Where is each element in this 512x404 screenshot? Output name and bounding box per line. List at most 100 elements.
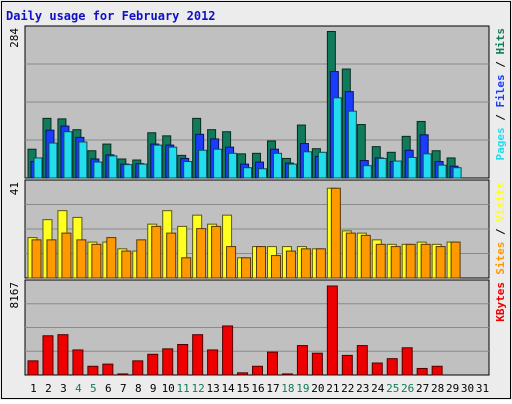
x-label-day-7: 7 bbox=[120, 382, 127, 395]
bar-pages-day-28 bbox=[437, 164, 447, 179]
x-label-day-29: 29 bbox=[446, 382, 459, 395]
panel-kbytes: 8167 KBytes bbox=[8, 279, 507, 376]
bar-pages-day-18 bbox=[287, 163, 297, 179]
bar-kbytes-day-27 bbox=[416, 367, 428, 376]
bar-sites-day-1 bbox=[31, 239, 42, 279]
bar-sites-day-17 bbox=[270, 255, 281, 279]
bar-sites-day-5 bbox=[91, 243, 102, 279]
bar-pages-day-19 bbox=[302, 151, 312, 179]
x-label-day-19: 19 bbox=[296, 382, 309, 395]
bar-kbytes-day-22 bbox=[341, 354, 353, 376]
bar-kbytes-day-18 bbox=[281, 373, 293, 376]
bar-kbytes-day-13 bbox=[207, 349, 219, 376]
x-label-day-10: 10 bbox=[162, 382, 175, 395]
y-max-label: 284 bbox=[8, 28, 21, 48]
bar-kbytes-day-7 bbox=[117, 373, 129, 376]
bar-kbytes-day-24 bbox=[371, 362, 383, 376]
bar-kbytes-day-25 bbox=[386, 358, 398, 376]
bar-kbytes-day-5 bbox=[87, 365, 99, 376]
bar-pages-day-13 bbox=[213, 148, 223, 179]
bar-pages-day-10 bbox=[168, 146, 178, 179]
bar-sites-day-8 bbox=[136, 239, 147, 279]
bar-sites-day-12 bbox=[196, 228, 207, 279]
bar-pages-day-15 bbox=[243, 167, 253, 179]
x-label-day-5: 5 bbox=[90, 382, 97, 395]
x-label-day-1: 1 bbox=[30, 382, 37, 395]
bar-pages-day-14 bbox=[228, 152, 238, 179]
bar-sites-day-15 bbox=[241, 257, 252, 279]
x-label-day-28: 28 bbox=[431, 382, 444, 395]
bar-sites-day-11 bbox=[181, 257, 192, 279]
bar-pages-day-23 bbox=[362, 165, 372, 179]
x-label-day-11: 11 bbox=[177, 382, 190, 395]
legend-entry: KBytes bbox=[494, 282, 507, 322]
bar-pages-day-16 bbox=[258, 168, 268, 179]
bar-kbytes-day-4 bbox=[72, 349, 84, 376]
bar-kbytes-day-9 bbox=[147, 353, 159, 376]
chart-panels: 284 Pages / Files / Hits 41 Sites / Visits 8… bbox=[8, 25, 507, 376]
legend-entry: Sites bbox=[494, 242, 507, 275]
bar-kbytes-day-20 bbox=[311, 352, 323, 376]
y-max-label: 8167 bbox=[8, 282, 21, 309]
x-label-day-3: 3 bbox=[60, 382, 67, 395]
bar-pages-day-22 bbox=[347, 110, 357, 179]
bar-sites-day-23 bbox=[360, 234, 371, 279]
bar-sites-day-22 bbox=[345, 232, 356, 279]
x-label-day-21: 21 bbox=[326, 382, 339, 395]
bar-kbytes-day-26 bbox=[401, 347, 413, 376]
y-max-label: 41 bbox=[8, 182, 21, 195]
bar-kbytes-day-11 bbox=[177, 343, 189, 376]
bar-pages-day-27 bbox=[422, 153, 432, 179]
panel-visits-sites: 41 Sites / Visits bbox=[8, 179, 507, 279]
x-label-day-23: 23 bbox=[356, 382, 369, 395]
legend: KBytes bbox=[494, 282, 507, 322]
bar-kbytes-day-12 bbox=[192, 334, 204, 376]
bar-pages-day-2 bbox=[48, 142, 58, 179]
bar-sites-day-10 bbox=[166, 232, 177, 279]
bar-sites-day-16 bbox=[256, 246, 267, 279]
bar-pages-day-12 bbox=[198, 149, 208, 179]
bar-sites-day-21 bbox=[330, 187, 341, 279]
x-label-day-6: 6 bbox=[105, 382, 112, 395]
bar-sites-day-26 bbox=[405, 243, 416, 279]
x-label-day-26: 26 bbox=[401, 382, 414, 395]
bar-pages-day-25 bbox=[392, 160, 402, 179]
bar-kbytes-day-1 bbox=[27, 360, 39, 376]
bar-sites-day-18 bbox=[285, 250, 296, 279]
bar-sites-day-6 bbox=[106, 237, 117, 279]
bar-sites-day-25 bbox=[390, 246, 401, 279]
bar-pages-day-5 bbox=[93, 161, 103, 179]
bar-kbytes-day-21 bbox=[326, 285, 338, 376]
bar-sites-day-29 bbox=[450, 241, 461, 279]
x-axis-labels: 1 2 3 4 5 6 7 8 9 10 11 12 13 14 15 16 17 18 19 20 21 22 23 24 2… bbox=[30, 382, 489, 395]
bar-pages-day-17 bbox=[272, 152, 282, 179]
x-label-day-4: 4 bbox=[75, 382, 82, 395]
bar-kbytes-day-14 bbox=[222, 325, 234, 376]
bar-pages-day-9 bbox=[153, 144, 163, 179]
legend-entry: Files bbox=[494, 74, 507, 107]
legend-entry: Hits bbox=[494, 28, 507, 55]
legend: Sites / Visits bbox=[494, 182, 507, 275]
bar-sites-day-7 bbox=[121, 250, 132, 279]
bar-sites-day-2 bbox=[46, 239, 57, 279]
bar-sites-day-13 bbox=[211, 225, 222, 279]
bar-pages-day-21 bbox=[332, 97, 342, 179]
bar-pages-day-20 bbox=[317, 151, 327, 179]
bar-kbytes-day-23 bbox=[356, 345, 368, 376]
bar-sites-day-20 bbox=[315, 248, 326, 279]
x-label-day-9: 9 bbox=[150, 382, 157, 395]
x-label-day-27: 27 bbox=[416, 382, 429, 395]
bar-sites-day-14 bbox=[226, 246, 237, 279]
x-label-day-16: 16 bbox=[251, 382, 264, 395]
x-label-day-15: 15 bbox=[236, 382, 249, 395]
panel-hits-files-pages: 284 Pages / Files / Hits bbox=[8, 25, 507, 179]
bar-kbytes-day-10 bbox=[162, 348, 174, 376]
bar-kbytes-day-6 bbox=[102, 363, 114, 376]
legend-entry: / bbox=[494, 108, 507, 128]
x-label-day-30: 30 bbox=[461, 382, 474, 395]
bar-kbytes-day-17 bbox=[266, 351, 278, 376]
bar-kbytes-day-2 bbox=[42, 335, 54, 376]
